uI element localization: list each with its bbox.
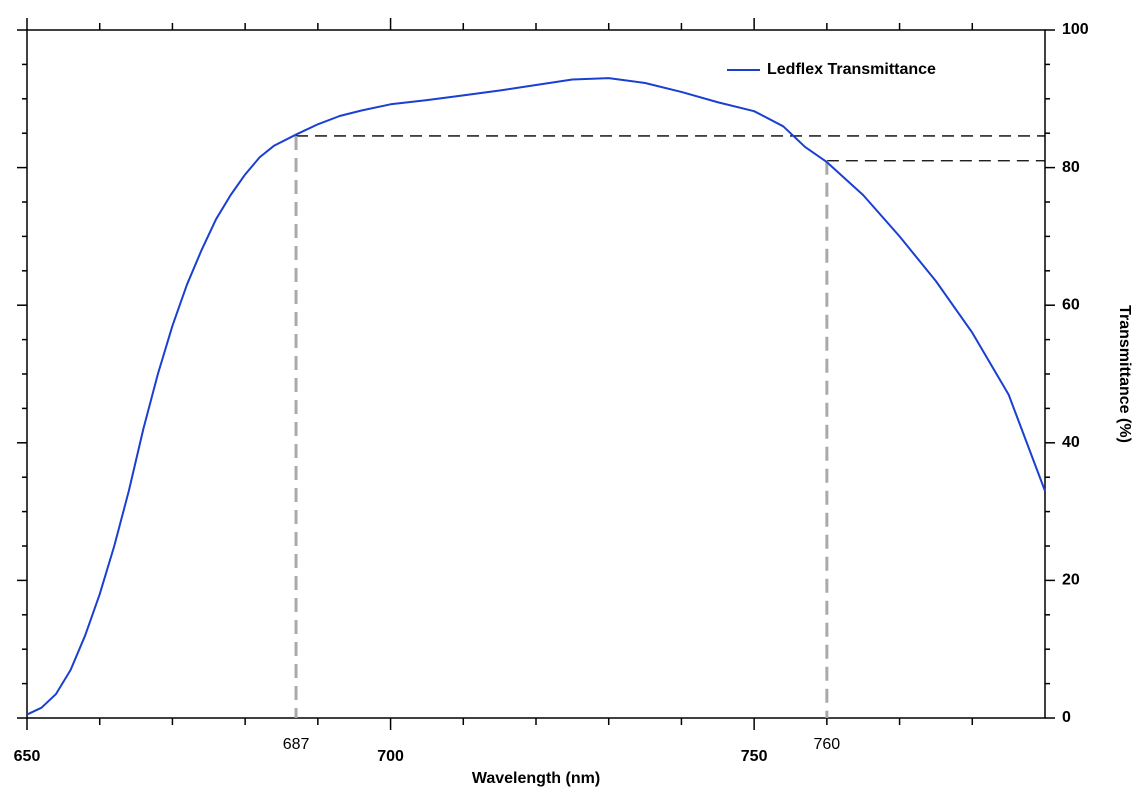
x-tick-label: 750 (741, 748, 768, 765)
marker-label: 687 (283, 736, 310, 753)
x-axis-label: Wavelength (nm) (472, 770, 600, 787)
x-tick-label: 700 (377, 748, 404, 765)
legend-label: Ledflex Transmittance (767, 61, 936, 78)
plot-frame (26, 29, 1046, 719)
y-tick-label: 100 (1062, 21, 1089, 38)
data-line (26, 77, 1046, 716)
y-tick-label: 60 (1062, 296, 1080, 313)
x-tick-label: 650 (14, 748, 41, 765)
y-tick-label: 20 (1062, 572, 1080, 589)
y-tick-label: 40 (1062, 434, 1080, 451)
y-tick-label: 0 (1062, 709, 1071, 726)
y-tick-label: 80 (1062, 159, 1080, 176)
y-axis-label: Transmittance (%) (1116, 305, 1133, 443)
marker-label: 760 (814, 736, 841, 753)
